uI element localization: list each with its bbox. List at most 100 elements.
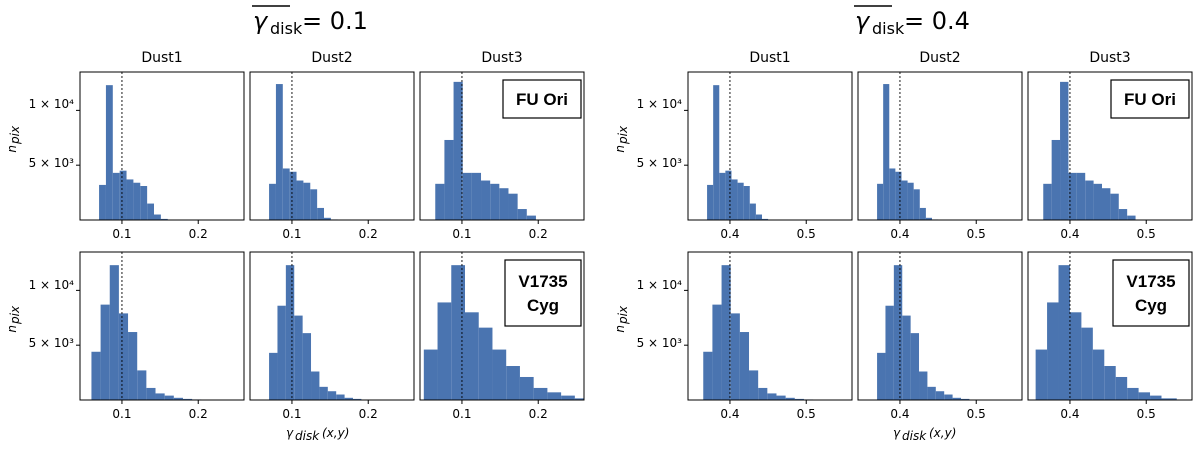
star-label-box (504, 259, 582, 327)
histogram-bar (506, 366, 520, 400)
star-label-text: Cyg (527, 296, 559, 315)
histogram-bar (105, 85, 113, 220)
histogram-bar (785, 397, 795, 400)
histogram-bar (749, 203, 756, 220)
histogram-panel: 0.4 0.5 (857, 251, 1023, 421)
histogram-bar (895, 171, 902, 220)
histogram-bar (285, 265, 295, 400)
histogram-bar (182, 398, 193, 400)
x-tick-label: 0.4 (890, 227, 909, 241)
histogram-bar (344, 397, 353, 400)
histogram-bar (1092, 349, 1105, 400)
panel-frame (1027, 251, 1193, 401)
histogram-bar (574, 398, 584, 400)
histogram-panel: 0.4 0.5 (1027, 71, 1193, 241)
histogram-bar (533, 387, 548, 400)
x-tick-label: 0.2 (529, 407, 548, 421)
histogram-bar (877, 183, 884, 220)
histogram-bar (1051, 139, 1061, 220)
histogram-bar (1035, 349, 1048, 400)
x-tick-label: 0.2 (359, 407, 378, 421)
histogram-bar (137, 370, 147, 400)
histogram-bar (561, 395, 575, 400)
x-tick-label: 0.2 (529, 227, 548, 241)
histogram-bar (1069, 312, 1082, 400)
histogram-bar (153, 214, 161, 220)
histogram-bar (901, 180, 908, 220)
histogram-bar (1104, 366, 1116, 400)
svg-text:pix: pix (616, 125, 630, 145)
histogram-panel: 0.1 0.2 (76, 251, 245, 421)
panel-frame (687, 251, 853, 401)
histogram-bar (1150, 395, 1162, 400)
histogram-bar (725, 170, 732, 220)
histogram-bar (336, 394, 345, 400)
histogram-bar (289, 171, 297, 220)
x-tick-label: 0.1 (112, 227, 131, 241)
histogram-bar (352, 398, 362, 400)
panel-frame (249, 71, 415, 221)
histogram-bar (453, 81, 463, 221)
histogram-bar (99, 184, 106, 220)
star-label-box (1112, 259, 1190, 327)
histogram-bar (109, 265, 119, 400)
histogram-bar (275, 84, 283, 220)
histogram-bar (902, 315, 911, 400)
star-name-label: FU Ori (1110, 79, 1190, 119)
histogram-bar (319, 386, 328, 400)
y-tick-label: 1 × 10⁴ (637, 97, 683, 111)
star-name-label: V1735 Cyg (504, 259, 582, 327)
star-label-box (502, 79, 582, 119)
star-label-text: Cyg (1135, 296, 1167, 315)
x-tick-label: 0.5 (797, 227, 816, 241)
right-group-title: γ disk = 0.4 (854, 5, 970, 38)
histogram-bar (112, 172, 120, 220)
histogram-bar (462, 172, 472, 220)
histogram-bar (269, 352, 278, 400)
histogram-bar (481, 180, 491, 220)
column-title-right-dust1: Dust1 (749, 50, 790, 66)
x-tick-label: 0.2 (359, 227, 378, 241)
right-title-symbol: γ (855, 7, 871, 35)
histogram-panel: 0.4 0.5 (1027, 251, 1193, 421)
svg-text:γ: γ (286, 426, 294, 440)
y-tick-label: 1 × 10⁴ (637, 278, 683, 292)
histogram-bar (508, 193, 518, 220)
svg-text:(x,y): (x,y) (322, 426, 349, 440)
column-title-left-dust1: Dust1 (141, 50, 182, 66)
histogram-bar (743, 186, 750, 220)
histogram-bar (478, 327, 493, 400)
histogram-bar (730, 313, 740, 400)
histogram-bar (1118, 209, 1128, 220)
panel-frame (79, 71, 245, 221)
histogram-bar (719, 172, 726, 220)
histogram-bar (749, 370, 759, 400)
histogram-bar (1101, 188, 1111, 220)
histogram-bar (883, 84, 890, 220)
histogram-bar (1110, 193, 1119, 220)
histogram-panel: 0.4 0.5 (684, 71, 853, 241)
histogram-bar (707, 184, 714, 220)
x-tick-label: 0.1 (452, 227, 471, 241)
histogram-bar (1093, 183, 1102, 220)
x-tick-label: 0.4 (1060, 407, 1079, 421)
histogram-bar (423, 349, 438, 400)
y-axis-label: n pix (5, 125, 22, 153)
x-tick-label: 0.4 (720, 407, 739, 421)
histogram-bar (1058, 265, 1070, 400)
histogram-bar (761, 218, 769, 220)
x-tick-label: 0.1 (282, 407, 301, 421)
histogram-bar (919, 207, 926, 220)
left-title-symbol: γ (253, 7, 269, 35)
histogram-bar (311, 371, 320, 400)
histogram-bar (160, 218, 168, 220)
x-tick-label: 0.5 (797, 407, 816, 421)
svg-text:pix: pix (8, 305, 22, 325)
histogram-bar (517, 209, 527, 220)
histogram-bar (155, 393, 165, 400)
histogram-bar (885, 305, 894, 400)
panel-frame (419, 71, 585, 221)
svg-text:disk: disk (295, 429, 320, 443)
histogram-panel: 0.1 0.2 (76, 71, 245, 241)
histogram-bar (1115, 376, 1128, 400)
